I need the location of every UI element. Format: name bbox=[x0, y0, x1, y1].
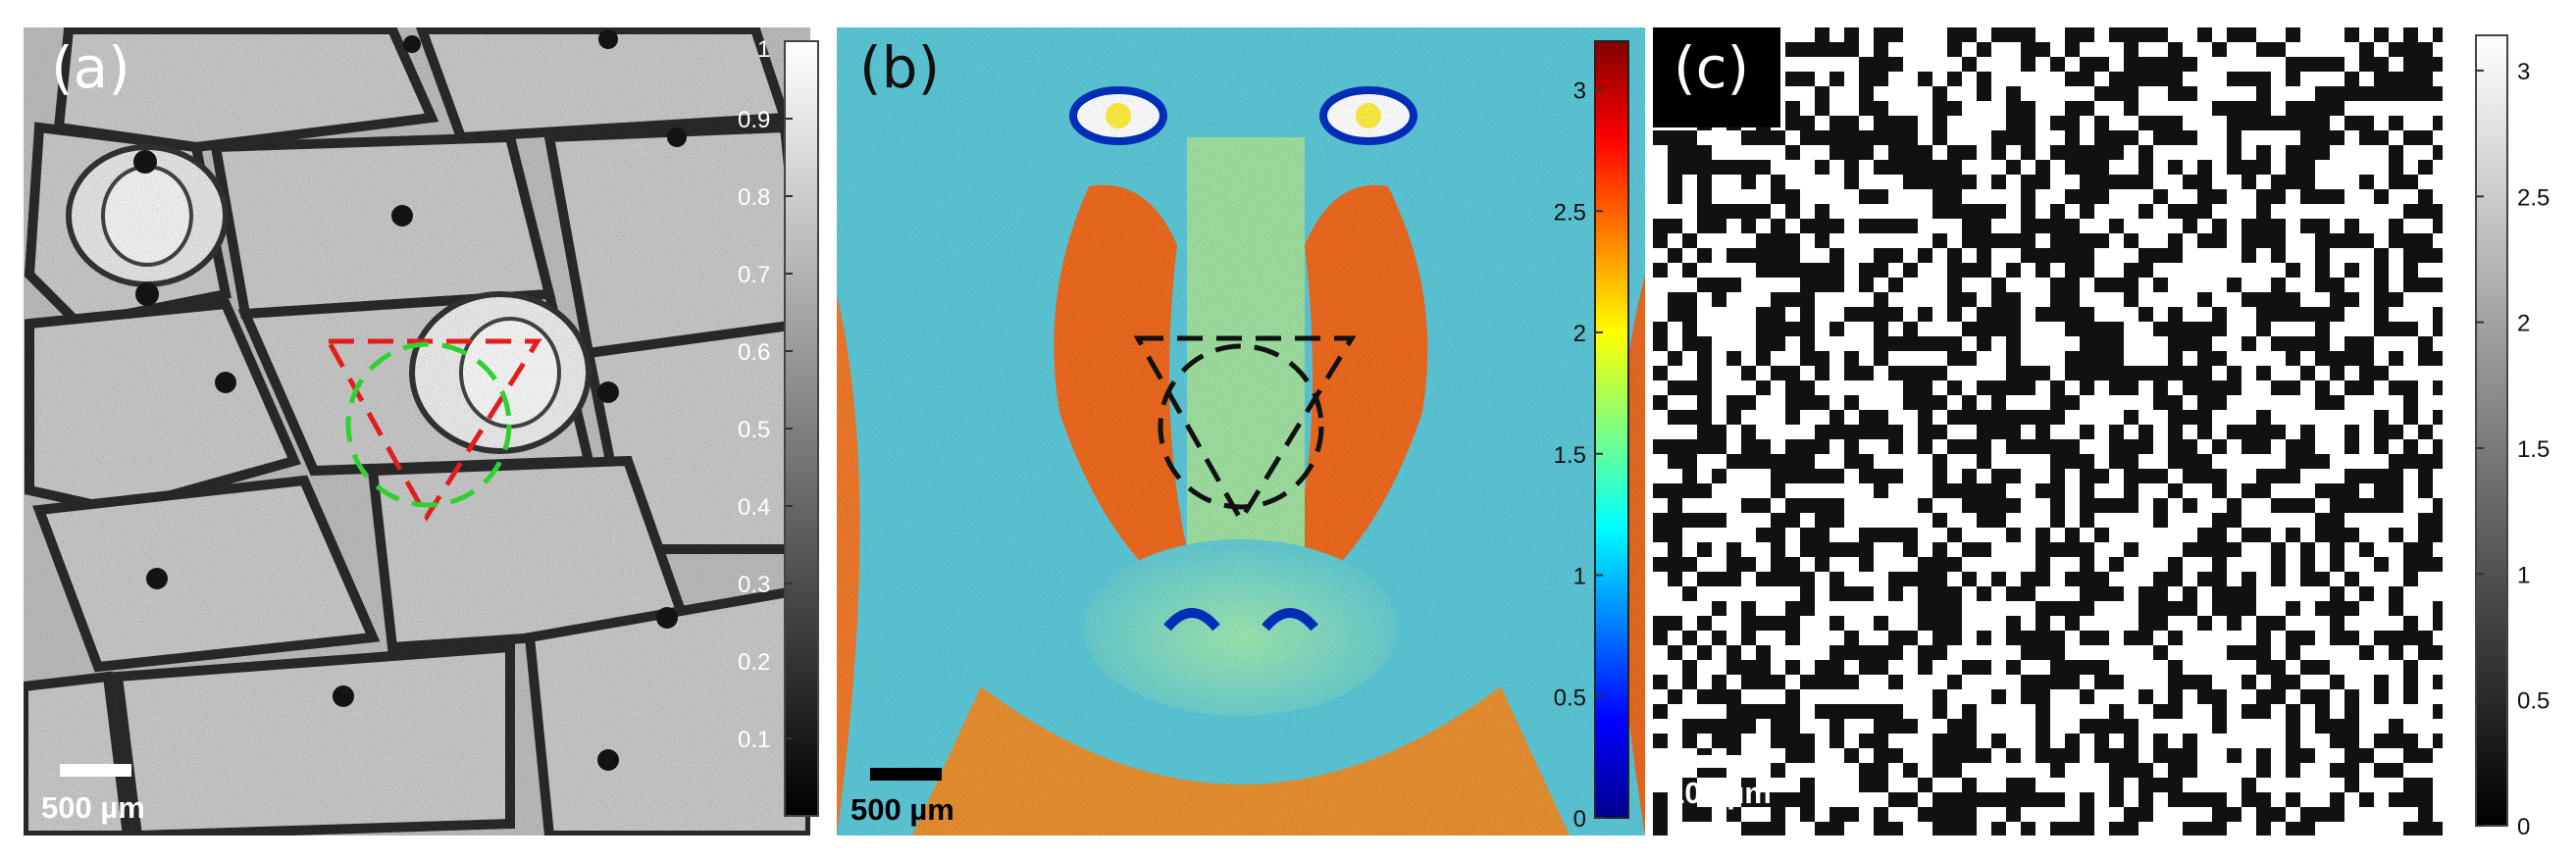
panel-a-colorbar-tick-7: 0.8 bbox=[738, 184, 770, 211]
panel-b-colorbar-tick-3: 1.5 bbox=[1554, 442, 1586, 469]
panel-c-scale-bar bbox=[1687, 755, 1759, 768]
panel-a-circle-overlay bbox=[345, 341, 512, 508]
panel-c-colorbar-tick-2: 1 bbox=[2517, 562, 2530, 588]
panel-b-circle-overlay bbox=[1158, 343, 1324, 510]
panel-b-label: (b) bbox=[859, 34, 941, 101]
panel-b-colorbar-tick-0: 0 bbox=[1573, 806, 1586, 833]
panel-c-label: (c) bbox=[1674, 34, 1750, 101]
panel-b-triangle-overlay bbox=[1133, 335, 1357, 525]
panel-b-colorbar-tick-1: 0.5 bbox=[1554, 684, 1586, 711]
panel-c-scale-text: 100 µm bbox=[1668, 776, 1772, 810]
panel-b-colorbar-tick-5: 2.5 bbox=[1554, 199, 1586, 226]
panel-a-colorbar-tick-max: 1 bbox=[757, 36, 770, 63]
panel-b-colorbar-tick-2: 1 bbox=[1573, 564, 1586, 590]
panel-a-colorbar-tick-5: 0.6 bbox=[738, 339, 770, 366]
panel-a-scale-text: 500 µm bbox=[41, 790, 145, 825]
panel-b-image bbox=[837, 27, 1645, 836]
panel-a-colorbar-tick-8: 0.9 bbox=[738, 107, 770, 133]
panel-a-colorbar-tick-6: 0.7 bbox=[738, 262, 770, 288]
panel-b-scale-text: 500 µm bbox=[850, 792, 954, 827]
panel-c-colorbar-tick-1: 0.5 bbox=[2517, 688, 2550, 715]
panel-a-label: (a) bbox=[51, 34, 130, 101]
panel-b-colorbar-tick-6: 3 bbox=[1573, 78, 1586, 105]
panel-a-colorbar-tick-2: 0.3 bbox=[738, 572, 770, 598]
panel-c-colorbar bbox=[2475, 34, 2508, 827]
panel-c-colorbar-tick-0: 0 bbox=[2517, 814, 2530, 840]
panel-c-image bbox=[1653, 27, 2443, 836]
panel-c-colorbar-tick-3: 1.5 bbox=[2517, 436, 2550, 463]
panel-a-colorbar-tick-1: 0.2 bbox=[738, 649, 770, 676]
panel-b-scale-bar bbox=[870, 768, 942, 781]
panel-c-colorbar-tick-6: 3 bbox=[2517, 59, 2530, 85]
panel-b-colorbar-tick-4: 2 bbox=[1573, 321, 1586, 347]
panel-c-colorbar-tick-4: 2 bbox=[2517, 311, 2530, 337]
panel-a-colorbar-tick-4: 0.5 bbox=[738, 417, 770, 443]
panel-a-triangle-overlay bbox=[324, 338, 542, 522]
panel-a-colorbar-tick-3: 0.4 bbox=[738, 494, 770, 521]
panel-c-colorbar-tick-5: 2.5 bbox=[2517, 184, 2550, 211]
panel-a-scale-bar bbox=[60, 764, 131, 777]
panel-b-colorbar bbox=[1594, 40, 1629, 819]
panel-a-colorbar-tick-0: 0.1 bbox=[738, 727, 770, 753]
panel-a-image bbox=[24, 27, 810, 836]
panel-c-label-box bbox=[1653, 27, 1780, 127]
